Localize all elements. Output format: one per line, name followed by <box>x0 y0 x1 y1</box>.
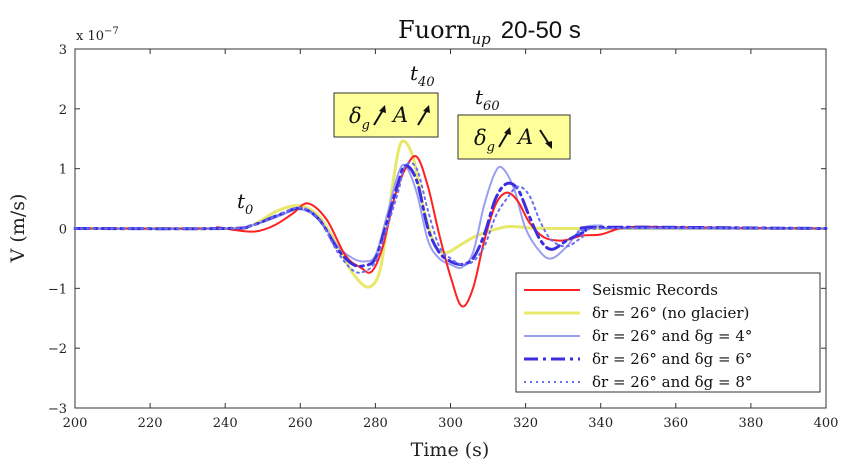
annotation-t40: t40 <box>410 61 435 90</box>
y-tick-label: 0 <box>59 223 67 238</box>
x-axis-label: Time (s) <box>411 439 490 461</box>
arrow-down-icon <box>539 129 552 149</box>
legend-label: Seismic Records <box>592 281 718 299</box>
y-tick-label: 2 <box>59 103 67 118</box>
x-tick-label: 300 <box>438 416 463 431</box>
x-tick-label: 340 <box>588 416 613 431</box>
legend-box <box>515 272 821 393</box>
y-multiplier: x 10−7 <box>76 26 119 44</box>
x-tick-label: 360 <box>663 416 688 431</box>
chart-title: Fuornup 20-50 s <box>398 16 581 48</box>
axis-ticks: 200 220 240 260 280 300 320 340 360 380 400 −3 −2 −1 0… <box>48 43 839 431</box>
x-tick-label: 200 <box>63 416 88 431</box>
svg-text:A: A <box>516 125 533 149</box>
legend-label: δr = 26° (no glacier) <box>592 304 749 322</box>
arrow-up-icon <box>498 127 511 148</box>
series-line-4 <box>74 161 827 274</box>
arrow-up-icon <box>417 105 430 126</box>
arrow-up-icon <box>373 105 386 126</box>
annotation-t60: t60 <box>475 85 500 114</box>
annotation-box-1: δg A <box>333 92 439 138</box>
x-tick-label: 380 <box>738 416 763 431</box>
x-tick-label: 260 <box>288 416 313 431</box>
series-group <box>73 139 828 308</box>
legend-label: δr = 26° and δg = 6° <box>592 350 752 368</box>
y-tick-label: −2 <box>48 342 67 357</box>
legend-label: δr = 26° and δg = 8° <box>592 373 752 391</box>
y-tick-label: −3 <box>48 402 67 417</box>
x-tick-label: 280 <box>363 416 388 431</box>
annotation-t0: t0 <box>237 189 253 218</box>
legend-label: δr = 26° and δg = 4° <box>592 327 752 345</box>
svg-text:A: A <box>391 103 408 127</box>
y-tick-label: −1 <box>48 282 67 297</box>
series-line-0 <box>74 155 827 308</box>
x-tick-label: 220 <box>138 416 163 431</box>
x-tick-label: 400 <box>814 416 839 431</box>
series-line-3 <box>73 164 828 268</box>
legend: Seismic Records δr = 26° (no glacier) δr =… <box>515 272 821 393</box>
y-axis-label: V (m/s) <box>7 194 29 264</box>
annotation-box-2: δg A <box>457 114 571 160</box>
x-tick-label: 240 <box>213 416 238 431</box>
y-tick-label: 1 <box>59 163 67 178</box>
y-tick-label: 3 <box>59 43 67 58</box>
x-tick-label: 320 <box>513 416 538 431</box>
series-line-1 <box>73 139 828 289</box>
